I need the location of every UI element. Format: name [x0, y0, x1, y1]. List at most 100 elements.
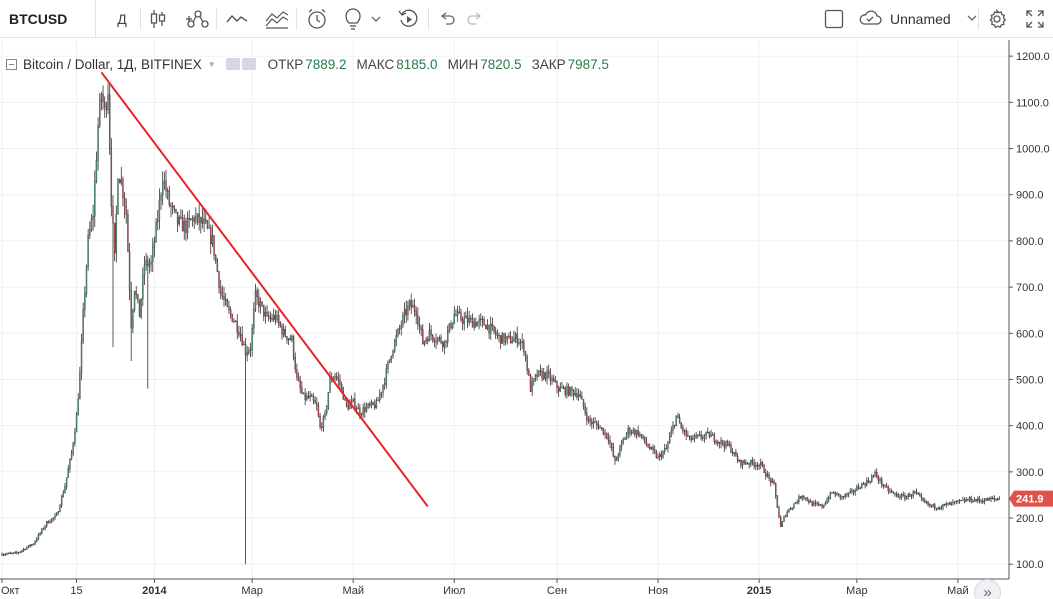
- candle-body: [398, 327, 401, 330]
- candles-icon[interactable]: [146, 0, 170, 38]
- candle-body: [296, 369, 298, 378]
- open-label: ОТКР: [267, 56, 304, 72]
- chevron-down-icon[interactable]: ▼: [207, 59, 216, 69]
- candle-body: [614, 455, 616, 461]
- fullscreen-icon[interactable]: [1022, 0, 1048, 38]
- candle-body: [788, 509, 790, 513]
- candle-body: [107, 94, 109, 110]
- candle-body: [413, 305, 416, 312]
- settings-icon[interactable]: [984, 0, 1010, 38]
- candle-body: [980, 500, 982, 502]
- eye-icon[interactable]: [225, 58, 240, 70]
- candle-body: [939, 507, 941, 510]
- chart-canvas[interactable]: 100.0 200.0 300.0 400.0 500.0 600.0 700.0 800.0…: [0, 40, 1053, 599]
- candle-body: [582, 399, 585, 408]
- symbol-search[interactable]: BTCUSD: [0, 0, 96, 38]
- candle-body: [814, 502, 817, 504]
- redo-icon[interactable]: [464, 0, 486, 38]
- candle-body: [667, 442, 669, 449]
- candle-body: [100, 94, 103, 101]
- candle-body: [440, 337, 442, 343]
- toolbar-divider: [978, 8, 979, 30]
- layout-menu[interactable]: Unnamed: [858, 0, 977, 38]
- candle-body: [294, 356, 296, 370]
- candle-body: [231, 314, 233, 322]
- double-chevron-right-icon: »: [983, 584, 992, 599]
- candle-body: [900, 494, 903, 498]
- candle-body: [683, 430, 686, 432]
- chart-area[interactable]: 100.0 200.0 300.0 400.0 500.0 600.0 700.0 800.0…: [0, 40, 1053, 599]
- candle-body: [379, 394, 381, 401]
- alert-icon[interactable]: [304, 0, 330, 38]
- candle-body: [755, 465, 757, 467]
- compare-icon[interactable]: [184, 0, 212, 38]
- chevron-down-icon[interactable]: [368, 0, 384, 38]
- candle-body: [632, 429, 634, 433]
- candle-body: [612, 447, 615, 457]
- candle-body: [770, 477, 772, 483]
- candle-body: [340, 384, 343, 389]
- candle-body: [983, 500, 986, 503]
- candle-body: [985, 498, 987, 501]
- chevron-down-icon: [967, 14, 977, 25]
- candle-body: [988, 497, 991, 501]
- collapse-legend-icon[interactable]: [6, 58, 17, 70]
- candle-body: [475, 321, 477, 327]
- candle-body: [244, 343, 247, 356]
- last-price-badge: [1009, 490, 1053, 507]
- candle-body: [885, 485, 888, 488]
- window-icon[interactable]: [820, 0, 848, 38]
- candle-body: [322, 416, 325, 428]
- candle-body: [211, 235, 214, 245]
- candle-body: [745, 462, 747, 465]
- candle-body: [783, 516, 785, 522]
- candle-body: [872, 475, 875, 478]
- candle-body: [832, 492, 835, 494]
- candle-body: [307, 395, 310, 398]
- candle-body: [395, 335, 397, 342]
- candle-body: [925, 501, 928, 504]
- candle-body: [239, 334, 242, 336]
- candle-body: [640, 434, 643, 437]
- candle-body: [864, 483, 866, 486]
- candle-body: [625, 433, 628, 439]
- candle-body: [148, 263, 151, 267]
- scroll-to-realtime-button[interactable]: »: [974, 579, 1001, 599]
- candle-body: [249, 349, 252, 351]
- candle-body: [405, 309, 407, 316]
- candle-body: [920, 495, 923, 499]
- candle-body: [7, 552, 10, 554]
- candle-body: [259, 301, 262, 307]
- templates-icon[interactable]: [263, 0, 291, 38]
- candle-body: [42, 528, 45, 530]
- candle-body: [793, 503, 795, 508]
- candle-body: [178, 217, 180, 225]
- candle-body: [841, 496, 843, 498]
- candle-body: [695, 435, 697, 437]
- candle-body: [2, 554, 5, 556]
- candle-body: [895, 493, 898, 496]
- idea-icon[interactable]: [340, 0, 366, 38]
- replay-icon[interactable]: [396, 0, 422, 38]
- indicators-icon[interactable]: [224, 0, 250, 38]
- interval-button[interactable]: Д: [110, 0, 134, 38]
- candle-body: [26, 547, 28, 550]
- candle-body: [932, 504, 934, 507]
- candle-body: [137, 294, 139, 300]
- gear-icon[interactable]: [241, 58, 256, 70]
- candle-body: [751, 459, 754, 464]
- candle-body: [736, 456, 739, 462]
- candle-body: [490, 323, 492, 334]
- legend-title: Bitcoin / Dollar, 1Д, BITFINEX: [23, 56, 202, 72]
- candle-body: [19, 551, 21, 553]
- candle-body: [917, 492, 919, 495]
- candle-body: [32, 543, 35, 546]
- candle-body: [799, 496, 802, 499]
- candle-body: [254, 290, 257, 310]
- undo-icon[interactable]: [436, 0, 458, 38]
- candle-body: [798, 496, 800, 503]
- candle-body: [326, 406, 328, 414]
- candle-body: [919, 494, 921, 497]
- candle-body: [791, 507, 793, 510]
- candle-body: [297, 376, 300, 381]
